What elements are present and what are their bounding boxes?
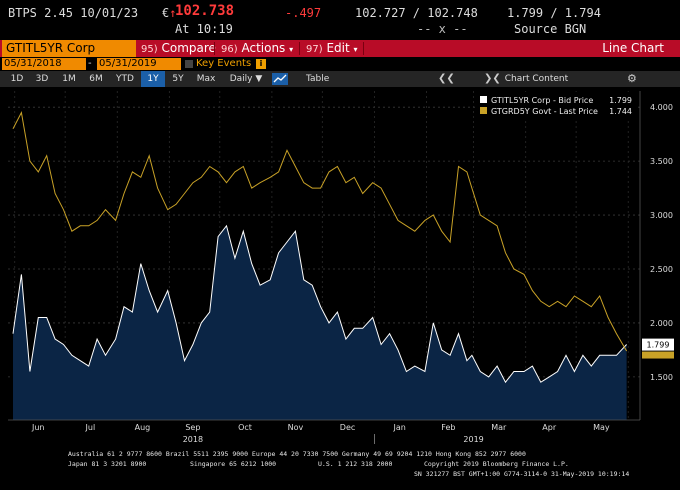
footer-session-info: SN 321277 BST GMT+1:00 G774-3114-0 31-Ma… bbox=[414, 470, 630, 478]
bid-ask-prices: 102.727 / 102.748 bbox=[355, 6, 478, 20]
period-1d[interactable]: 1D bbox=[10, 74, 24, 84]
x-tick-label-month: Oct bbox=[238, 423, 252, 432]
security-description: BTPS 2.45 10/01/23 bbox=[8, 6, 139, 20]
edit-menu-label: Edit bbox=[326, 41, 350, 55]
table-button[interactable]: Table bbox=[306, 74, 330, 84]
y-tick-label: 2.000 bbox=[650, 319, 673, 328]
y-tick-label: 1.500 bbox=[650, 373, 673, 382]
footer-contacts-line1: Australia 61 2 9777 8600 Brazil 5511 239… bbox=[68, 450, 526, 458]
bid-ask-yields: 1.799 / 1.794 bbox=[507, 6, 601, 20]
key-events-label[interactable]: Key Events bbox=[196, 58, 252, 69]
x-tick-label-month: Nov bbox=[288, 423, 304, 432]
dropdown-arrow-icon: ▾ bbox=[289, 45, 294, 54]
chart-legend: GTITL5YR Corp - Bid Price 1.799 GTGRD5Y … bbox=[475, 92, 637, 118]
period-5y[interactable]: 5Y bbox=[172, 74, 184, 84]
legend-value-gtitl5yr: 1.799 bbox=[609, 96, 632, 105]
x-tick-label-month: Jan bbox=[392, 423, 405, 432]
actions-menu-number: 96) bbox=[221, 44, 238, 55]
x-tick-label-month: Apr bbox=[542, 423, 557, 432]
last-value-tag-gtitl5yr bbox=[642, 338, 674, 351]
menu-divider bbox=[363, 42, 364, 55]
period-3d[interactable]: 3D bbox=[35, 74, 49, 84]
line-chart-icon[interactable] bbox=[272, 73, 288, 85]
price-direction-indicator: €↑ bbox=[162, 6, 176, 20]
price-change: -.497 bbox=[285, 6, 322, 20]
y-tick-label: 4.000 bbox=[650, 103, 673, 112]
menu-divider bbox=[214, 42, 215, 55]
x-tick-label-month: Jun bbox=[31, 423, 45, 432]
edit-menu-button[interactable]: 97) Edit ▾ bbox=[306, 40, 358, 57]
actions-menu-button[interactable]: 96) Actions ▾ bbox=[221, 40, 293, 57]
chart-content-label: Chart Content bbox=[504, 74, 569, 84]
up-arrow-icon: ↑ bbox=[169, 6, 177, 20]
currency-symbol: € bbox=[162, 6, 170, 20]
x-tick-label-month: Sep bbox=[185, 423, 200, 432]
y-tick-label: 3.000 bbox=[650, 211, 673, 220]
period-selector-bar: 1D 3D 1M 6M YTD 1Y 5Y Max Daily ▼ Table … bbox=[0, 71, 680, 87]
chart-content-button[interactable]: ❯❮ Chart Content bbox=[484, 71, 568, 87]
frequency-dropdown[interactable]: Daily ▼ bbox=[229, 74, 263, 84]
x-tick-label-month: Feb bbox=[441, 423, 455, 432]
legend-swatch-gtitl5yr bbox=[480, 96, 487, 103]
period-6m[interactable]: 6M bbox=[89, 74, 103, 84]
collapse-icon[interactable]: ❮❮ bbox=[438, 73, 455, 84]
last-price: 102.738 bbox=[175, 3, 235, 19]
date-separator: - bbox=[88, 58, 92, 69]
edit-menu-number: 97) bbox=[306, 44, 323, 55]
legend-label-gtitl5yr: GTITL5YR Corp - Bid Price bbox=[491, 96, 593, 105]
series-area-fill-gtitl5yr bbox=[13, 225, 627, 420]
last-value-tags: 1.799 bbox=[642, 338, 674, 359]
chart-content-icon: ❯❮ bbox=[484, 73, 501, 84]
footer-contact-singapore: Singapore 65 6212 1000 bbox=[190, 460, 277, 468]
gear-icon[interactable]: ⚙ bbox=[627, 72, 637, 85]
quote-time: At 10:19 bbox=[175, 22, 233, 36]
security-field[interactable]: GTITL5YR Corp bbox=[2, 40, 136, 57]
footer-copyright: Copyright 2019 Bloomberg Finance L.P. bbox=[424, 460, 569, 468]
compare-menu-label: Compare bbox=[161, 41, 216, 55]
x-axis: Jun Jul Aug Sep Oct Nov Dec Jan Feb Mar Apr May 2018… bbox=[8, 419, 640, 444]
last-value-tag-text-gtitl5yr: 1.799 bbox=[647, 341, 670, 350]
y-axis: 4.000 3.500 3.000 2.500 2.000 1.500 bbox=[639, 91, 673, 420]
info-icon[interactable]: i bbox=[256, 59, 266, 69]
pager-control[interactable]: -- x -- bbox=[417, 22, 468, 36]
dropdown-arrow-icon: ▾ bbox=[353, 45, 358, 54]
x-tick-label-year: 2018 bbox=[183, 435, 203, 444]
footer: Australia 61 2 9777 8600 Brazil 5511 239… bbox=[0, 448, 680, 490]
quote-header: BTPS 2.45 10/01/23 €↑ 102.738 -.497 102.… bbox=[0, 0, 680, 40]
last-value-tag-gtgrd5y bbox=[642, 351, 674, 359]
y-tick-label: 3.500 bbox=[650, 157, 673, 166]
date-range-bar: 05/31/2018 - 05/31/2019 Key Events i bbox=[0, 57, 680, 71]
pricing-source[interactable]: Source BGN bbox=[514, 22, 587, 36]
period-1m[interactable]: 1M bbox=[62, 74, 76, 84]
footer-contact-us: U.S. 1 212 318 2000 bbox=[318, 460, 393, 468]
function-bar: GTITL5YR Corp 95) Compare 96) Actions ▾ … bbox=[0, 40, 680, 57]
period-1y[interactable]: 1Y bbox=[141, 71, 165, 87]
legend-background bbox=[475, 92, 637, 118]
compare-menu-button[interactable]: 95) Compare bbox=[141, 40, 216, 57]
key-events-checkbox[interactable] bbox=[185, 60, 193, 68]
start-date-field[interactable]: 05/31/2018 bbox=[2, 58, 86, 70]
compare-menu-number: 95) bbox=[141, 44, 158, 55]
period-ytd[interactable]: YTD bbox=[116, 74, 134, 84]
legend-swatch-gtgrd5y bbox=[480, 107, 487, 114]
x-tick-label-month: Mar bbox=[491, 423, 507, 432]
legend-label-gtgrd5y: GTGRD5Y Govt - Last Price bbox=[491, 107, 598, 116]
x-tick-label-month: Jul bbox=[85, 423, 96, 432]
x-tick-label-month: Dec bbox=[340, 423, 355, 432]
footer-contact-japan: Japan 81 3 3201 8900 bbox=[68, 460, 147, 468]
actions-menu-label: Actions bbox=[241, 41, 286, 55]
y-tick-label: 2.500 bbox=[650, 265, 673, 274]
legend-value-gtgrd5y: 1.744 bbox=[609, 107, 632, 116]
x-tick-label-year: 2019 bbox=[463, 435, 483, 444]
x-tick-label-month: Aug bbox=[135, 423, 151, 432]
x-tick-label-month: May bbox=[593, 423, 610, 432]
menu-divider bbox=[299, 42, 300, 55]
price-chart[interactable]: 4.000 3.500 3.000 2.500 2.000 1.500 Jun Jul Aug… bbox=[0, 87, 680, 448]
view-title: Line Chart bbox=[602, 41, 664, 55]
end-date-field[interactable]: 05/31/2019 bbox=[97, 58, 181, 70]
period-max[interactable]: Max bbox=[196, 74, 216, 84]
